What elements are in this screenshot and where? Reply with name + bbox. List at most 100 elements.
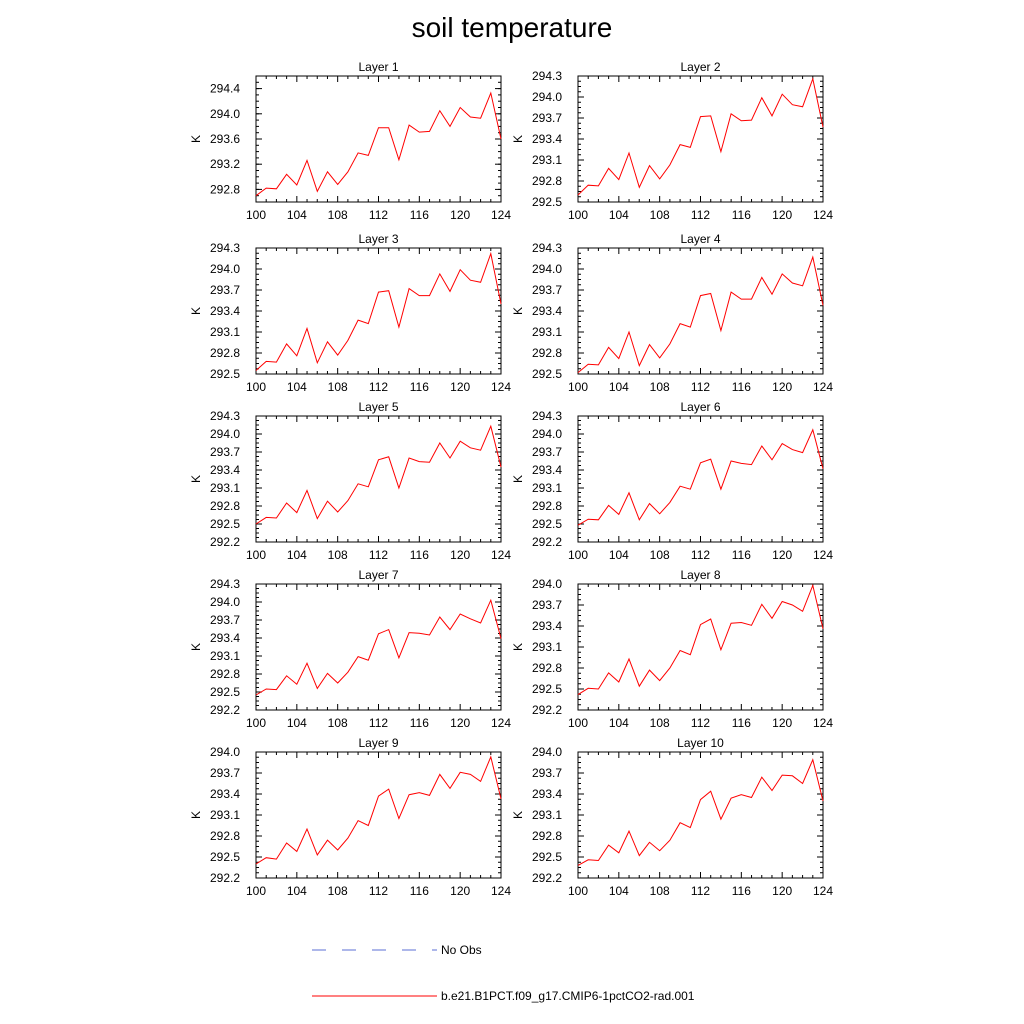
panel-title: Layer 10 (677, 736, 724, 750)
y-axis-label: K (511, 307, 525, 315)
x-tick-label: 108 (650, 884, 670, 898)
y-tick-label: 292.2 (532, 871, 562, 885)
panel-title: Layer 4 (680, 232, 720, 246)
x-tick-label: 124 (491, 716, 511, 730)
y-tick-label: 293.1 (532, 325, 562, 339)
x-tick-label: 116 (410, 548, 429, 562)
y-tick-label: 293.4 (532, 619, 562, 633)
y-axis-label: K (189, 135, 203, 143)
y-axis-label: K (189, 475, 203, 483)
y-axis-label: K (511, 811, 525, 819)
x-tick-label: 104 (609, 208, 629, 222)
plot-frame (255, 415, 502, 543)
y-tick-label: 293.1 (210, 481, 240, 495)
y-axis-label: K (189, 643, 203, 651)
x-tick-label: 108 (328, 548, 348, 562)
y-tick-label: 293.7 (532, 283, 562, 297)
y-tick-label: 294.0 (532, 90, 562, 104)
y-tick-label: 294.0 (532, 745, 562, 759)
y-tick-label: 293.1 (210, 325, 240, 339)
y-tick-label: 293.7 (210, 766, 240, 780)
x-tick-label: 124 (813, 208, 833, 222)
y-tick-label: 292.5 (532, 195, 562, 209)
series-line (255, 91, 502, 197)
y-tick-label: 293.4 (532, 463, 562, 477)
panel-4: Layer 4 K 100 104 108 112 116 120 124 292.5 292.8 2… (511, 232, 833, 394)
x-tick-label: 104 (609, 716, 629, 730)
plot-frame (577, 75, 824, 203)
x-tick-label: 112 (369, 716, 388, 730)
y-tick-label: 292.2 (210, 703, 240, 717)
x-tick-label: 116 (410, 380, 429, 394)
x-tick-label: 108 (328, 884, 348, 898)
y-tick-label: 293.7 (210, 613, 240, 627)
y-tick-label: 293.1 (532, 640, 562, 654)
panel-5: Layer 5 K 100 104 108 112 116 120 124 292.2 292.5 2… (189, 400, 511, 562)
series-line (255, 424, 502, 525)
x-tick-label: 112 (691, 380, 710, 394)
panel-10: Layer 10 K 100 104 108 112 116 120 124 292.2 292.5… (511, 736, 833, 898)
plot-frame (255, 75, 502, 203)
x-tick-label: 112 (691, 716, 710, 730)
x-tick-label: 100 (568, 380, 588, 394)
x-tick-label: 100 (568, 884, 588, 898)
y-tick-label: 294.0 (210, 595, 240, 609)
x-tick-label: 108 (650, 380, 670, 394)
x-tick-label: 124 (813, 380, 833, 394)
x-tick-label: 112 (691, 208, 710, 222)
series-line (577, 255, 824, 373)
y-tick-label: 292.5 (532, 367, 562, 381)
panel-title: Layer 8 (680, 568, 720, 582)
y-tick-label: 292.8 (210, 182, 240, 196)
panel-3: Layer 3 K 100 104 108 112 116 120 124 292.5 292.8 2… (189, 232, 511, 394)
x-tick-label: 112 (691, 884, 710, 898)
y-tick-label: 292.8 (210, 499, 240, 513)
plot-frame (577, 751, 824, 879)
y-tick-label: 292.5 (532, 517, 562, 531)
x-tick-label: 112 (369, 208, 388, 222)
x-tick-label: 124 (491, 884, 511, 898)
y-tick-label: 292.5 (532, 850, 562, 864)
x-tick-label: 108 (328, 716, 348, 730)
y-tick-label: 292.8 (532, 829, 562, 843)
chart-title: soil temperature (411, 12, 613, 43)
series-line (255, 755, 502, 865)
y-tick-label: 294.0 (532, 577, 562, 591)
x-tick-label: 100 (568, 716, 588, 730)
y-tick-label: 292.5 (210, 517, 240, 531)
plot-frame (577, 247, 824, 375)
y-tick-label: 293.1 (532, 153, 562, 167)
x-tick-label: 116 (410, 716, 429, 730)
y-tick-label: 294.0 (210, 745, 240, 759)
series-line (577, 583, 824, 696)
x-tick-label: 100 (568, 548, 588, 562)
x-tick-label: 124 (491, 380, 511, 394)
x-tick-label: 124 (813, 548, 833, 562)
y-tick-label: 293.4 (532, 304, 562, 318)
y-tick-label: 292.8 (210, 829, 240, 843)
x-tick-label: 104 (287, 208, 307, 222)
panel-7: Layer 7 K 100 104 108 112 116 120 124 292.2 292.5 2… (189, 568, 511, 730)
y-tick-label: 293.1 (532, 808, 562, 822)
x-tick-label: 112 (369, 380, 388, 394)
y-axis-label: K (511, 135, 525, 143)
y-tick-label: 293.7 (532, 766, 562, 780)
y-tick-label: 292.2 (210, 535, 240, 549)
x-tick-label: 112 (369, 548, 388, 562)
x-tick-label: 104 (287, 380, 307, 394)
x-tick-label: 120 (772, 884, 792, 898)
series-line (255, 598, 502, 696)
x-tick-label: 108 (328, 208, 348, 222)
y-tick-label: 293.2 (210, 157, 240, 171)
y-tick-label: 292.2 (532, 703, 562, 717)
panel-6: Layer 6 K 100 104 108 112 116 120 124 292.2 292.5 2… (511, 400, 833, 562)
x-tick-label: 120 (450, 716, 470, 730)
panel-title: Layer 7 (358, 568, 398, 582)
y-tick-label: 294.0 (210, 107, 240, 121)
x-tick-label: 108 (650, 716, 670, 730)
y-tick-label: 292.8 (532, 346, 562, 360)
y-tick-label: 294.3 (532, 241, 562, 255)
y-tick-label: 292.8 (532, 661, 562, 675)
x-tick-label: 120 (450, 884, 470, 898)
y-axis-label: K (189, 307, 203, 315)
